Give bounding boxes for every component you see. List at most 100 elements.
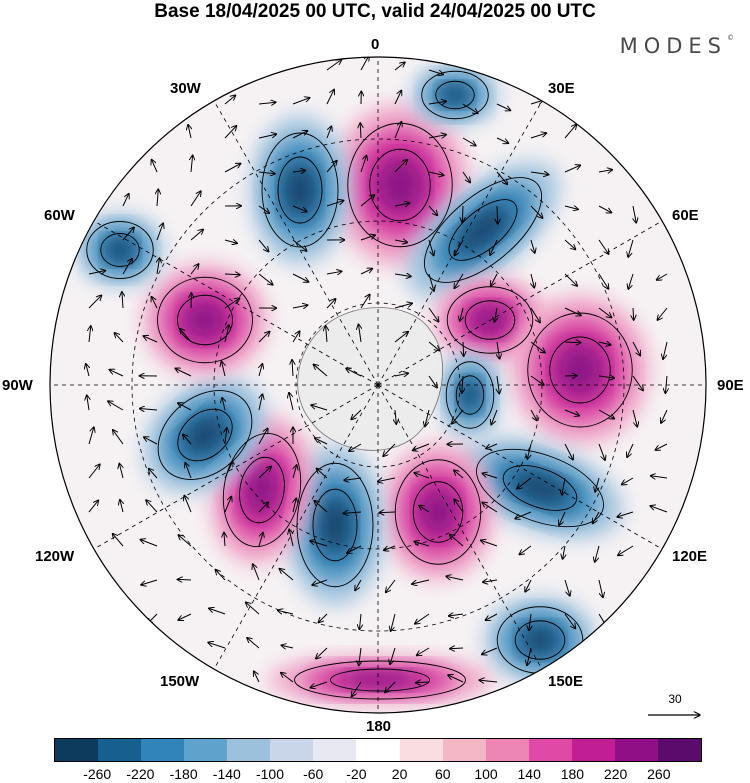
wind-arrow-269 bbox=[527, 647, 532, 666]
wind-arrow-63 bbox=[360, 235, 375, 241]
wind-arrow-266 bbox=[416, 647, 430, 656]
colorbar-label: -180 bbox=[169, 766, 198, 782]
colorbar-label: 220 bbox=[603, 766, 628, 782]
wind-arrow-193 bbox=[517, 477, 532, 489]
positive-anomaly-10 bbox=[142, 263, 268, 377]
positive-anomaly-6 bbox=[381, 443, 495, 581]
wind-arrow-155 bbox=[452, 409, 464, 424]
wind-arrow-53 bbox=[564, 206, 578, 209]
wind-arrow-228 bbox=[519, 545, 532, 555]
contour-4-1 bbox=[445, 361, 495, 429]
wind-arrow-65 bbox=[428, 239, 434, 256]
wind-arrow-213 bbox=[592, 511, 600, 524]
wind-arrow-87 bbox=[598, 273, 609, 289]
wind-arrow-29 bbox=[258, 172, 275, 174]
contour-11-1 bbox=[261, 132, 339, 248]
wind-arrow-101 bbox=[460, 307, 463, 321]
contour-9-0 bbox=[177, 408, 233, 462]
colorbar-swatch-4 bbox=[227, 739, 271, 761]
wind-arrow-78 bbox=[292, 273, 309, 282]
wind-arrow-163 bbox=[113, 430, 124, 445]
wind-arrow-276 bbox=[448, 675, 464, 683]
wind-arrow-233 bbox=[177, 579, 192, 580]
wind-arrow-162 bbox=[88, 427, 94, 445]
wind-arrow-34 bbox=[428, 172, 444, 175]
vector-reference-arrow bbox=[648, 708, 704, 722]
wind-arrow-126 bbox=[86, 364, 89, 377]
wind-arrow-268 bbox=[482, 647, 498, 654]
wind-arrow-58 bbox=[190, 229, 203, 241]
contour-12-0 bbox=[514, 620, 566, 660]
negative-anomaly-9 bbox=[143, 376, 267, 494]
wind-arrow-114 bbox=[292, 331, 300, 343]
wind-arrow-48 bbox=[394, 203, 410, 206]
contour-5-0 bbox=[502, 465, 578, 511]
wind-arrow-135 bbox=[394, 373, 408, 376]
wind-arrow-149 bbox=[259, 394, 262, 411]
wind-arrow-194 bbox=[562, 477, 565, 495]
wind-arrow-121 bbox=[530, 341, 545, 353]
wind-arrow-258 bbox=[564, 613, 575, 629]
wind-arrow-227 bbox=[481, 540, 498, 547]
wind-arrow-31 bbox=[326, 161, 337, 173]
wind-arrow-113 bbox=[258, 331, 270, 343]
wind-arrow-219 bbox=[224, 532, 225, 547]
contour-7-0 bbox=[312, 488, 358, 562]
wind-arrow-229 bbox=[563, 545, 565, 559]
wind-arrow-178 bbox=[627, 443, 634, 457]
colorbar-swatch-5 bbox=[270, 739, 314, 761]
colorbar-label: 20 bbox=[391, 766, 408, 782]
label-lon-120w: 120W bbox=[35, 548, 75, 565]
wind-arrow-154 bbox=[425, 409, 430, 427]
wind-arrow-209 bbox=[454, 499, 464, 513]
wind-arrow-243 bbox=[525, 579, 532, 592]
colorbar-swatch-12 bbox=[571, 739, 615, 761]
wind-arrow-225 bbox=[414, 542, 430, 547]
wind-arrow-248 bbox=[209, 608, 226, 615]
wind-arrow-169 bbox=[315, 438, 328, 445]
wind-arrow-221 bbox=[289, 529, 294, 547]
wind-arrow-77 bbox=[258, 273, 273, 285]
wind-arrow-214 bbox=[617, 511, 634, 517]
wind-arrow-188 bbox=[344, 478, 362, 480]
wind-arrow-74 bbox=[157, 258, 160, 275]
wind-arrow-153 bbox=[395, 409, 396, 424]
wind-arrow-18 bbox=[326, 126, 332, 139]
wind-arrow-42 bbox=[190, 191, 201, 207]
wind-arrow-66 bbox=[454, 239, 464, 256]
wind-arrow-12 bbox=[496, 103, 511, 111]
wind-arrow-24 bbox=[530, 133, 547, 139]
wind-arrow-261 bbox=[247, 638, 260, 649]
wind-arrow-196 bbox=[621, 477, 634, 485]
wind-arrow-36 bbox=[496, 171, 508, 185]
wind-arrow-222 bbox=[310, 541, 328, 547]
wind-arrow-241 bbox=[446, 576, 464, 581]
wind-arrow-273 bbox=[351, 681, 362, 697]
wind-arrow-176 bbox=[564, 443, 573, 460]
wind-arrow-125 bbox=[663, 341, 668, 359]
wind-arrow-39 bbox=[598, 170, 613, 172]
wind-arrow-52 bbox=[530, 205, 543, 218]
wind-arrow-90 bbox=[88, 295, 102, 309]
wind-arrow-61 bbox=[292, 239, 307, 251]
wind-arrow-133 bbox=[313, 364, 328, 377]
brand-text: MODES bbox=[619, 34, 727, 58]
wind-arrow-32 bbox=[360, 155, 367, 173]
wind-arrow-191 bbox=[454, 470, 464, 479]
wind-arrow-26 bbox=[151, 159, 158, 173]
wind-arrow-255 bbox=[449, 614, 464, 616]
colorbar-swatch-8 bbox=[399, 739, 443, 761]
contour-14-0 bbox=[330, 668, 430, 692]
contour-5-1 bbox=[476, 448, 604, 528]
wind-arrow-69 bbox=[564, 239, 576, 250]
wind-arrow-166 bbox=[225, 428, 227, 445]
wind-arrow-148 bbox=[222, 398, 225, 411]
wind-arrow-167 bbox=[258, 428, 268, 445]
wind-arrow-96 bbox=[292, 305, 308, 308]
colorbar-label: -140 bbox=[212, 766, 241, 782]
wind-arrow-156 bbox=[491, 409, 498, 425]
wind-arrow-75 bbox=[190, 264, 199, 275]
vector-reference-value: 30 bbox=[668, 692, 682, 706]
wind-arrow-55 bbox=[633, 205, 636, 223]
wind-arrow-215 bbox=[650, 506, 668, 513]
